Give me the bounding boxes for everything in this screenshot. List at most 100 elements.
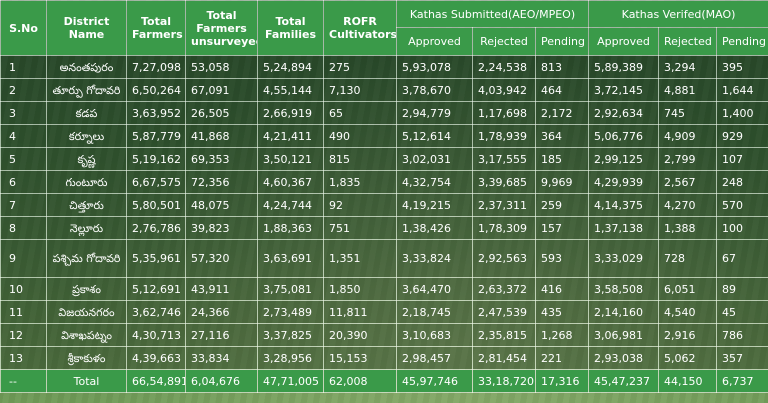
cell-submitted-rejected: 2,92,563	[472, 239, 536, 278]
cell-submitted-approved: 3,02,031	[396, 147, 473, 171]
cell-submitted-approved: 2,94,779	[396, 101, 473, 125]
cell-verified-rejected: 3,294	[658, 55, 718, 79]
cell-verified-pending: 89	[716, 277, 768, 301]
table-row: 8 నెల్లూరు 2,76,786 39,823 1,88,363 751 1,38,4…	[0, 216, 768, 240]
cell-sno: 7	[0, 193, 47, 217]
table-row: 5 కృష్ణ 5,19,162 69,353 3,50,121 815 3,02,031 3…	[0, 147, 768, 171]
header-sno: S.No	[0, 0, 47, 56]
table-row: 11 విజయనగరం 3,62,746 24,366 2,73,489 11,811 2,…	[0, 300, 768, 324]
table-row: 3 కడప 3,63,952 26,505 2,66,919 65 2,94,779 1,17…	[0, 101, 768, 125]
header-total-families: Total Families	[257, 0, 324, 56]
cell-submitted-approved: 4,32,754	[396, 170, 473, 194]
cell-verified-rejected: 745	[658, 101, 718, 125]
cell-total-farmers: 3,62,746	[126, 300, 186, 324]
cell-submitted-rejected: 1,78,939	[472, 124, 536, 148]
cell-total-farmers: 5,35,961	[126, 239, 186, 278]
cell-total-farmers-unsurveyed: 67,091	[185, 78, 258, 102]
cell-verified-approved: 2,99,125	[588, 147, 660, 171]
cell-rofr-cultivators: 20,390	[323, 323, 397, 347]
cell-total-families: 47,71,005	[257, 369, 324, 393]
cell-total-families: 1,88,363	[257, 216, 324, 240]
cell-rofr-cultivators: 815	[323, 147, 397, 171]
table-row: 2 తూర్పు గోదావరి 6,50,264 67,091 4,55,144 7,1…	[0, 78, 768, 102]
cell-verified-approved: 45,47,237	[588, 369, 660, 393]
cell-total-farmers-unsurveyed: 39,823	[185, 216, 258, 240]
cell-verified-approved: 5,06,776	[588, 124, 660, 148]
cell-submitted-pending: 464	[534, 78, 590, 102]
cell-submitted-rejected: 1,17,698	[472, 101, 536, 125]
cell-total-families: 2,73,489	[257, 300, 324, 324]
header-kathas-verified: Kathas Verifed(MAO)	[588, 0, 768, 28]
cell-verified-pending: 6,737	[716, 369, 768, 393]
cell-verified-approved: 1,37,138	[588, 216, 660, 240]
header-verified-pending: Pending	[716, 27, 768, 56]
cell-rofr-cultivators: 15,153	[323, 346, 397, 370]
cell-submitted-approved: 3,64,470	[396, 277, 473, 301]
cell-verified-pending: 100	[716, 216, 768, 240]
cell-total-farmers: 3,63,952	[126, 101, 186, 125]
cell-total-farmers: 5,87,779	[126, 124, 186, 148]
cell-verified-pending: 107	[716, 147, 768, 171]
cell-sno: 6	[0, 170, 47, 194]
cell-district-name: పశ్చిమ గోదావరి	[46, 239, 127, 278]
cell-submitted-pending: 185	[534, 147, 590, 171]
cell-total-farmers: 5,19,162	[126, 147, 186, 171]
cell-verified-rejected: 44,150	[658, 369, 718, 393]
cell-rofr-cultivators: 751	[323, 216, 397, 240]
cell-verified-pending: 786	[716, 323, 768, 347]
header-district: District Name	[46, 0, 127, 56]
cell-sno: 2	[0, 78, 47, 102]
cell-verified-approved: 3,33,029	[588, 239, 660, 278]
cell-submitted-rejected: 2,37,311	[472, 193, 536, 217]
cell-district-name: కృష్ణ	[46, 147, 127, 171]
cell-total-families: 3,75,081	[257, 277, 324, 301]
cell-submitted-approved: 5,12,614	[396, 124, 473, 148]
table-row: 1 అనంతపురం 7,27,098 53,058 5,24,894 275 5,93,0…	[0, 55, 768, 79]
cell-submitted-pending: 1,268	[534, 323, 590, 347]
cell-district-name: అనంతపురం	[46, 55, 127, 79]
cell-district-name: విజయనగరం	[46, 300, 127, 324]
cell-submitted-approved: 1,38,426	[396, 216, 473, 240]
table-row: 10 ప్రకాశం 5,12,691 43,911 3,75,081 1,850 3,64…	[0, 277, 768, 301]
cell-verified-approved: 2,93,038	[588, 346, 660, 370]
header-total-farmers-unsurveyed: Total Farmers unsurveyed	[185, 0, 258, 56]
cell-total-farmers-unsurveyed: 69,353	[185, 147, 258, 171]
cell-submitted-approved: 4,19,215	[396, 193, 473, 217]
cell-total-families: 3,28,956	[257, 346, 324, 370]
cell-total-farmers-unsurveyed: 24,366	[185, 300, 258, 324]
cell-verified-approved: 3,72,145	[588, 78, 660, 102]
cell-verified-rejected: 5,062	[658, 346, 718, 370]
cell-submitted-rejected: 4,03,942	[472, 78, 536, 102]
cell-verified-pending: 1,644	[716, 78, 768, 102]
cell-submitted-pending: 221	[534, 346, 590, 370]
cell-total-farmers-unsurveyed: 41,868	[185, 124, 258, 148]
cell-total-families: 4,21,411	[257, 124, 324, 148]
cell-total-farmers: 6,50,264	[126, 78, 186, 102]
cell-submitted-approved: 3,78,670	[396, 78, 473, 102]
cell-verified-rejected: 2,916	[658, 323, 718, 347]
cell-sno: 3	[0, 101, 47, 125]
cell-district-name: విశాఖపట్నం	[46, 323, 127, 347]
cell-verified-rejected: 2,799	[658, 147, 718, 171]
table-row: 9 పశ్చిమ గోదావరి 5,35,961 57,320 3,63,691 1,3…	[0, 239, 768, 278]
cell-sno: 12	[0, 323, 47, 347]
cell-total-farmers-unsurveyed: 57,320	[185, 239, 258, 278]
header-verified-approved: Approved	[588, 27, 660, 56]
cell-total-families: 3,50,121	[257, 147, 324, 171]
cell-submitted-rejected: 2,47,539	[472, 300, 536, 324]
table-body: 1 అనంతపురం 7,27,098 53,058 5,24,894 275 5,93,0…	[0, 55, 768, 393]
cell-total-families: 4,60,367	[257, 170, 324, 194]
cell-district-name: కర్నూలు	[46, 124, 127, 148]
cell-verified-rejected: 728	[658, 239, 718, 278]
cell-verified-rejected: 4,881	[658, 78, 718, 102]
cell-total-farmers-unsurveyed: 33,834	[185, 346, 258, 370]
cell-sno: 10	[0, 277, 47, 301]
cell-verified-approved: 5,89,389	[588, 55, 660, 79]
cell-district-name: ప్రకాశం	[46, 277, 127, 301]
cell-rofr-cultivators: 1,850	[323, 277, 397, 301]
cell-submitted-rejected: 2,63,372	[472, 277, 536, 301]
cell-submitted-pending: 259	[534, 193, 590, 217]
header-kathas-submitted: Kathas Submitted(AEO/MPEO)	[395, 0, 590, 28]
cell-submitted-rejected: 2,35,815	[472, 323, 536, 347]
cell-rofr-cultivators: 65	[323, 101, 397, 125]
